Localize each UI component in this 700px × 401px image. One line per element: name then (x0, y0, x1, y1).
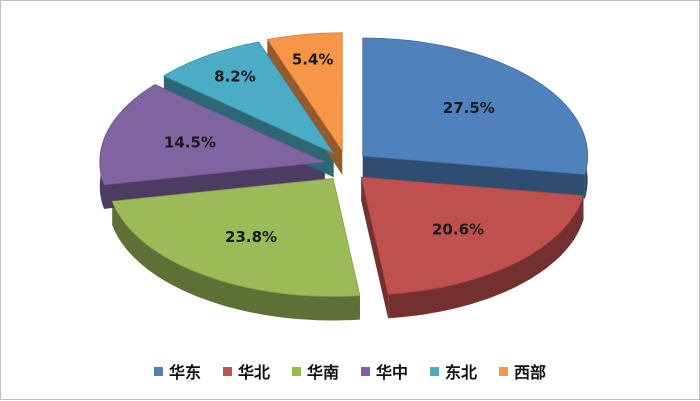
legend-label: 华北 (237, 363, 270, 382)
legend-swatch (222, 366, 232, 376)
data-label: 20.6% (432, 220, 484, 238)
legend-swatch (430, 366, 440, 376)
data-label: 14.5% (164, 134, 216, 152)
legend-label: 华东 (168, 363, 201, 382)
legend-item: 华东 (153, 359, 201, 383)
pie-slice-东北[interactable] (163, 41, 335, 155)
data-label: 23.8% (225, 228, 277, 246)
legend-label: 西部 (514, 363, 547, 382)
legend-item: 西部 (499, 359, 546, 383)
slice-outer-band (112, 201, 360, 321)
data-label: 5.4% (292, 51, 334, 69)
legend-swatch (153, 366, 163, 376)
legend-label: 东北 (445, 363, 478, 382)
slice-side-wall (361, 177, 389, 319)
legend-item: 华南 (291, 359, 339, 383)
pie-slice-华东[interactable] (362, 37, 589, 175)
legend-swatch (499, 366, 509, 376)
pie-slice-西部[interactable] (266, 32, 343, 153)
legend: 华东 华北 华南 华中 东北 西部 (1, 359, 699, 383)
legend-swatch (361, 366, 370, 376)
legend-swatch (291, 366, 301, 376)
pie-slice-华北[interactable] (360, 176, 585, 295)
pie-slice-华中[interactable] (99, 84, 327, 186)
legend-label: 华南 (306, 363, 339, 382)
data-label: 8.2% (214, 68, 256, 86)
legend-item: 华北 (222, 359, 270, 383)
legend-label: 华中 (376, 363, 409, 382)
data-label: 27.5% (443, 99, 495, 117)
slice-outer-band (388, 195, 584, 319)
slice-side-wall (362, 155, 585, 199)
pie-slice-华南[interactable] (111, 178, 361, 297)
legend-item: 华中 (361, 359, 408, 383)
legend-item: 东北 (430, 359, 477, 383)
